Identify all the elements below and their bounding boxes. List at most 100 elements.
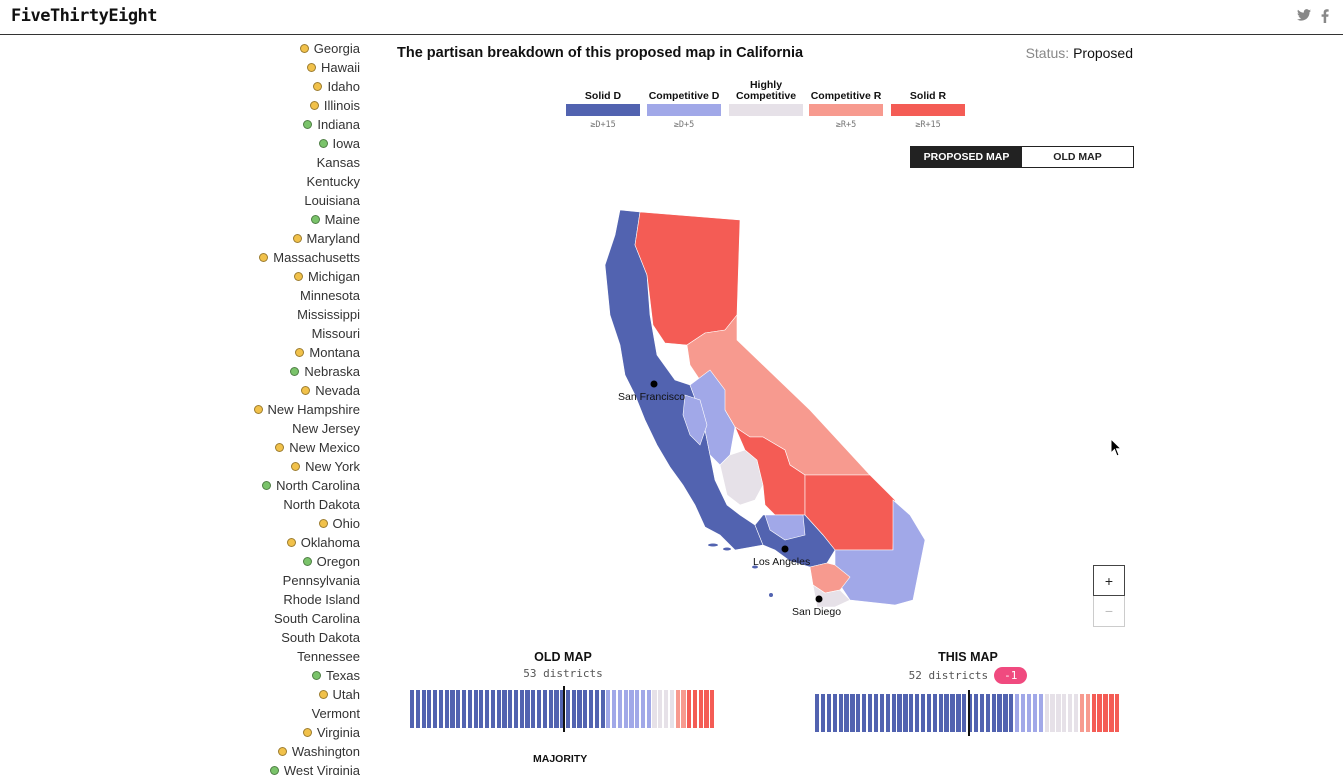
state-item[interactable]: Oregon	[0, 552, 360, 571]
twitter-icon[interactable]	[1297, 9, 1311, 23]
district-cell[interactable]	[873, 694, 879, 732]
district-cell[interactable]	[1085, 694, 1090, 732]
district-cell[interactable]	[1026, 694, 1032, 732]
district-cell[interactable]	[467, 690, 472, 728]
district-cell[interactable]	[635, 690, 640, 728]
district-cell[interactable]	[629, 690, 634, 728]
state-item[interactable]: Iowa	[0, 134, 360, 153]
district-cell[interactable]	[502, 690, 507, 728]
district-competitive-d-southeast[interactable]	[834, 499, 926, 606]
district-cell[interactable]	[879, 694, 884, 732]
district-cell[interactable]	[915, 694, 920, 732]
district-cell[interactable]	[588, 690, 594, 728]
district-cell[interactable]	[658, 690, 663, 728]
district-cell[interactable]	[542, 690, 547, 728]
state-item[interactable]: Maine	[0, 210, 360, 229]
district-cell[interactable]	[1044, 694, 1049, 732]
district-cell[interactable]	[623, 690, 628, 728]
district-cell[interactable]	[438, 690, 444, 728]
state-item[interactable]: Nevada	[0, 381, 360, 400]
state-item[interactable]: Utah	[0, 685, 360, 704]
state-item[interactable]: South Dakota	[0, 628, 360, 647]
state-item[interactable]: Oklahoma	[0, 533, 360, 552]
district-cell[interactable]	[421, 690, 426, 728]
district-cell[interactable]	[979, 694, 985, 732]
district-cell[interactable]	[1050, 694, 1055, 732]
district-cell[interactable]	[508, 690, 513, 728]
district-cell[interactable]	[897, 694, 902, 732]
district-cell[interactable]	[885, 694, 890, 732]
district-cell[interactable]	[856, 694, 861, 732]
district-cell[interactable]	[444, 690, 449, 728]
district-cell[interactable]	[920, 694, 926, 732]
facebook-icon[interactable]	[1321, 9, 1329, 23]
district-cell[interactable]	[600, 690, 605, 728]
district-cell[interactable]	[537, 690, 542, 728]
district-cell[interactable]	[909, 694, 914, 732]
state-item[interactable]: Rhode Island	[0, 590, 360, 609]
proposed-map-button[interactable]: PROPOSED MAP	[911, 147, 1022, 167]
district-cell[interactable]	[1115, 694, 1120, 732]
district-cell[interactable]	[891, 694, 896, 732]
district-highly-competitive-south[interactable]	[812, 584, 851, 608]
district-cell[interactable]	[1020, 694, 1026, 732]
state-item[interactable]: Michigan	[0, 267, 360, 286]
district-cell[interactable]	[1032, 694, 1037, 732]
state-item[interactable]: Kentucky	[0, 172, 360, 191]
district-cell[interactable]	[640, 690, 646, 728]
state-item[interactable]: North Dakota	[0, 495, 360, 514]
district-cell[interactable]	[583, 690, 588, 728]
district-cell[interactable]	[594, 690, 599, 728]
california-district-map[interactable]: San Francisco Los Angeles San Diego	[595, 205, 935, 625]
district-cell[interactable]	[560, 690, 565, 728]
district-cell[interactable]	[1009, 694, 1014, 732]
state-item[interactable]: Missouri	[0, 324, 360, 343]
district-cell[interactable]	[646, 690, 651, 728]
district-cell[interactable]	[617, 690, 623, 728]
district-competitive-d-la[interactable]	[764, 514, 806, 541]
district-cell[interactable]	[473, 690, 478, 728]
zoom-in-button[interactable]: +	[1093, 565, 1125, 596]
district-cell[interactable]	[565, 690, 571, 728]
district-cell[interactable]	[844, 694, 849, 732]
district-cell[interactable]	[1109, 694, 1114, 732]
district-cell[interactable]	[577, 690, 582, 728]
district-competitive-d-bay[interactable]	[682, 394, 708, 446]
state-item[interactable]: New Hampshire	[0, 400, 360, 419]
state-item[interactable]: Texas	[0, 666, 360, 685]
district-cell[interactable]	[1091, 694, 1096, 732]
district-cell[interactable]	[692, 690, 698, 728]
state-item[interactable]: South Carolina	[0, 609, 360, 628]
district-cell[interactable]	[838, 694, 843, 732]
state-item[interactable]: Pennsylvania	[0, 571, 360, 590]
district-cell[interactable]	[1056, 694, 1061, 732]
district-cell[interactable]	[962, 694, 967, 732]
district-cell[interactable]	[698, 690, 703, 728]
district-cell[interactable]	[479, 690, 484, 728]
district-cell[interactable]	[850, 694, 855, 732]
state-item[interactable]: Georgia	[0, 39, 360, 58]
district-solid-d-north-coast[interactable]	[604, 209, 764, 551]
state-item[interactable]: Hawaii	[0, 58, 360, 77]
district-cell[interactable]	[531, 690, 536, 728]
district-cell[interactable]	[950, 694, 955, 732]
district-cell[interactable]	[687, 690, 692, 728]
district-competitive-d-central[interactable]	[689, 369, 736, 466]
district-cell[interactable]	[1097, 694, 1102, 732]
district-cell[interactable]	[1079, 694, 1085, 732]
old-map-button[interactable]: OLD MAP	[1022, 147, 1133, 167]
district-cell[interactable]	[1068, 694, 1073, 732]
state-item[interactable]: Virginia	[0, 723, 360, 742]
district-cell[interactable]	[997, 694, 1002, 732]
district-cell[interactable]	[944, 694, 949, 732]
district-cell[interactable]	[973, 694, 979, 732]
state-item[interactable]: New Jersey	[0, 419, 360, 438]
district-cell[interactable]	[968, 694, 973, 732]
district-cell[interactable]	[867, 694, 873, 732]
district-cell[interactable]	[669, 690, 674, 728]
district-cell[interactable]	[612, 690, 617, 728]
district-cell[interactable]	[1038, 694, 1043, 732]
district-cell[interactable]	[991, 694, 996, 732]
district-cell[interactable]	[932, 694, 937, 732]
district-cell[interactable]	[1003, 694, 1008, 732]
